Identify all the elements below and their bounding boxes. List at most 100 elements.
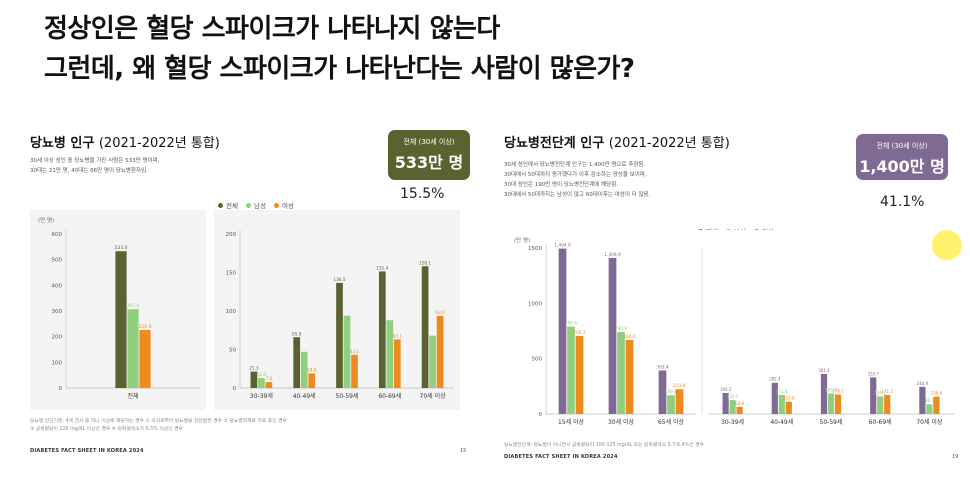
bar xyxy=(308,373,316,388)
bar-value-label: 43.1 xyxy=(350,349,360,354)
slide-title-text: 당뇨병 인구 xyxy=(30,136,95,151)
bar xyxy=(336,282,343,388)
percent-value: 15.5% xyxy=(400,186,445,202)
bar-value-label: 533.0 xyxy=(115,245,128,251)
bar-value-label: 159.2 xyxy=(874,390,886,395)
y-tick-label: 100 xyxy=(52,360,63,366)
bar-value-label: 171.5 xyxy=(881,389,893,394)
y-tick-label: 150 xyxy=(226,271,237,277)
bar xyxy=(667,395,675,414)
bar xyxy=(919,386,926,414)
factsheet-label: DIABETES FACT SHEET IN KOREA 2024 xyxy=(30,448,144,454)
y-tick-label: 200 xyxy=(52,335,63,341)
bar xyxy=(834,394,842,414)
legend-label: 여성 xyxy=(281,202,294,210)
bar-value-label: 18.9 xyxy=(307,367,317,372)
bar xyxy=(429,335,436,388)
bar-value-label: 171.6 xyxy=(776,389,788,394)
bar-value-label: 110.8 xyxy=(783,396,795,401)
description-line: 30대는 21만 명, 40대는 66만 명이 당뇨병환자임. xyxy=(30,168,148,174)
bar-value-label: 393.4 xyxy=(656,364,669,370)
chart-svg: 0 100 200 300 400 500 600 (만 명) 533.0 307.0 226.0 전… xyxy=(38,216,200,400)
y-tick-label: 100 xyxy=(226,309,237,315)
bar xyxy=(343,315,351,388)
cursor-highlight xyxy=(932,230,962,260)
x-tick-label: 50-59세 xyxy=(820,418,843,426)
y-tick-label: 600 xyxy=(52,232,63,238)
bar xyxy=(575,335,584,414)
x-tick-label: 40-49세 xyxy=(770,418,793,426)
legend-item-male: 남성 xyxy=(245,200,266,210)
bar xyxy=(421,266,429,388)
bar-value-label: 158.1 xyxy=(419,260,431,265)
percent-value: 41.1% xyxy=(880,194,925,210)
slide-title: 당뇨병전단계 인구 (2021-2022년 통합) xyxy=(504,132,730,151)
y-tick-label: 0 xyxy=(59,386,63,392)
footnote-line: 당뇨병 진단기준: 4개 검사 중 하나 이상에 해당하는 경우 ① 의사로부터… xyxy=(30,419,287,424)
y-tick-label: 400 xyxy=(52,283,63,289)
badge-label: 전체 (30세 이상) xyxy=(876,142,928,150)
y-tick-label: 1000 xyxy=(528,301,542,307)
x-tick-label: 70세 이상 xyxy=(420,392,447,400)
bar xyxy=(675,389,684,414)
bar xyxy=(265,382,273,388)
bar-value-label: 740.9 xyxy=(615,326,628,332)
description-line: 30세 이상 성인 중 당뇨병을 가진 사람은 533만 명이며, xyxy=(30,158,160,164)
bar xyxy=(617,332,625,414)
bar xyxy=(393,339,401,388)
y-tick-label: 500 xyxy=(52,258,63,264)
bar-value-label: 156.6 xyxy=(931,391,943,396)
bar xyxy=(625,339,634,414)
bar-value-label: 12.9 xyxy=(257,372,267,377)
bar-value-label: 93.6 xyxy=(435,310,445,315)
y-unit-label: (만 명) xyxy=(514,236,530,244)
chart-panel-by-age: 0 50 100 150 200 21.3 12.9 7.6 30-39세 65.9 18.9 40-… xyxy=(214,210,460,410)
bar-value-label: 330.7 xyxy=(867,371,879,376)
bar-value-label: 136.5 xyxy=(334,277,346,282)
legend-swatch xyxy=(245,202,251,208)
bar-value-label: 789.6 xyxy=(565,321,578,327)
bar xyxy=(567,326,575,414)
description-line: 30대 성인은 190만 명이 당뇨병전단계에 해당함. xyxy=(504,182,619,188)
bar-value-label: 64.9 xyxy=(735,401,744,406)
bar-value-label: 125.3 xyxy=(727,394,739,399)
y-tick-label: 500 xyxy=(532,357,543,363)
page-number: 19 xyxy=(952,454,959,460)
bar xyxy=(736,406,743,414)
bar xyxy=(115,251,127,388)
total-badge: 전체 (30세 이상) 1,400만 명 xyxy=(856,134,948,180)
total-badge: 전체 (30세 이상) 533만 명 xyxy=(388,130,470,180)
bar xyxy=(722,392,729,414)
page-number: 15 xyxy=(460,448,467,454)
headline-line-2: 그런데, 왜 혈당 스파이크가 나타난다는 사람이 많은가? xyxy=(44,54,635,84)
legend-label: 남성 xyxy=(253,202,266,210)
bar xyxy=(926,404,933,414)
legend-item-total: 전체 xyxy=(218,200,238,210)
slide-diabetes-population: 당뇨병 인구 (2021-2022년 통합) 30세 이상 성인 중 당뇨병을 … xyxy=(8,108,486,460)
bar-value-label: 88.3 xyxy=(925,398,934,403)
bar xyxy=(127,309,139,388)
y-tick-label: 200 xyxy=(226,232,237,238)
bar-value-label: 282.4 xyxy=(769,377,781,382)
footnote-line: 당뇨병전단계: 당뇨병이 아니면서 공복혈당이 100-125 mg/dL 또는… xyxy=(504,443,704,448)
bar-value-label: 1,494.9 xyxy=(554,243,571,249)
bar-value-label: 151.4 xyxy=(376,265,388,270)
bar-value-label: 244.9 xyxy=(917,381,929,386)
description-line: 30대에서 50대까지 증가했다가 이후 감소하는 양상을 보이며, xyxy=(504,172,647,178)
bar xyxy=(658,370,667,414)
chart-panel-total: 0 100 200 300 400 500 600 (만 명) 533.0 307.0 226.0 전… xyxy=(30,210,206,410)
bar-value-label: 1,409.9 xyxy=(604,252,621,258)
description-line: 30세 성인에서 당뇨병전단계 인구는 1,400만 명으로 추정됨. xyxy=(504,162,646,168)
bar xyxy=(351,354,358,388)
badge-label: 전체 (30세 이상) xyxy=(403,138,455,146)
bar xyxy=(250,371,258,388)
y-tick-label: 0 xyxy=(539,412,543,418)
slide-title-text: 당뇨병전단계 인구 xyxy=(504,136,605,151)
bar xyxy=(785,401,792,414)
x-tick-label: 30세 이상 xyxy=(608,418,635,426)
bar-value-label: 65.9 xyxy=(292,331,302,336)
x-tick-label: 30-39세 xyxy=(721,418,744,426)
chart-panel-prediabetes: 0 500 1000 1500 (만 명) 1,494.9 789.6 705.3 15세 이상… xyxy=(506,230,958,436)
bar-value-label: 226.0 xyxy=(139,324,152,330)
slide-description: 30세 이상 성인 중 당뇨병을 가진 사람은 533만 명이며, 30대는 2… xyxy=(30,156,159,176)
